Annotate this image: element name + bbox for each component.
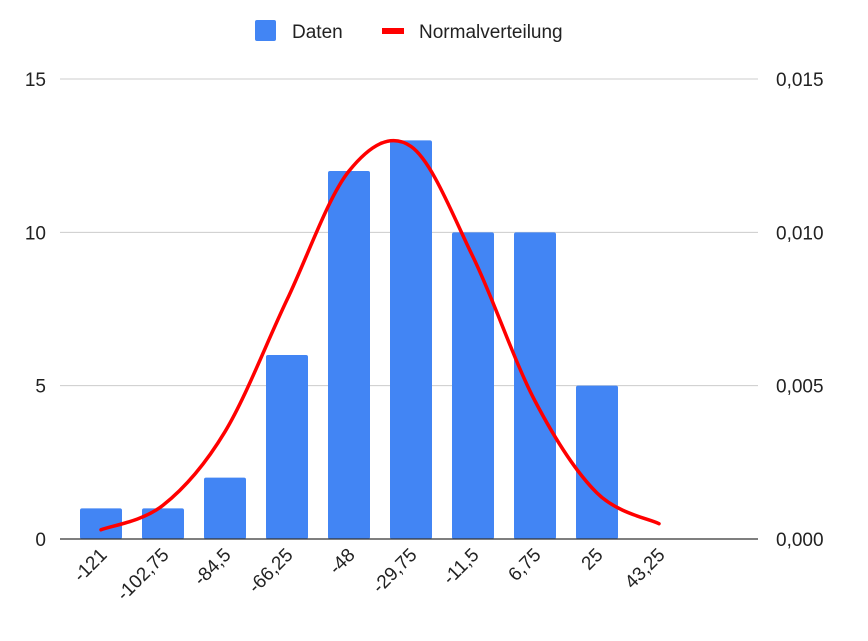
bar-series — [80, 140, 618, 540]
bar — [390, 140, 432, 540]
line-series — [99, 138, 661, 532]
bar — [452, 232, 494, 540]
bar — [204, 477, 246, 539]
y-right-tick-label: 0,005 — [776, 377, 824, 398]
legend-swatch-daten — [255, 20, 276, 41]
y-right-tick-label: 0,015 — [776, 70, 824, 91]
bar — [80, 508, 122, 539]
legend-label-daten: Daten — [292, 22, 343, 43]
bar — [576, 385, 618, 539]
x-tick-label: 43,25 — [621, 545, 669, 593]
bar — [142, 508, 184, 539]
x-tick-label: -121 — [70, 545, 112, 587]
x-tick-label: -48 — [325, 545, 359, 579]
y-right-tick-label: 0,010 — [776, 223, 824, 244]
y-right-tick-label: 0,000 — [776, 530, 824, 551]
bar — [328, 171, 370, 539]
y-left-tick-label: 15 — [25, 70, 46, 91]
x-tick-label: 6,75 — [505, 545, 546, 586]
x-tick-label: -66,25 — [245, 545, 298, 598]
x-tick-label: -102,75 — [113, 545, 173, 605]
legend-swatch-normalverteilung — [382, 28, 404, 34]
y-left-tick-label: 0 — [35, 530, 46, 551]
bar — [266, 355, 308, 539]
y-axis-right-labels: 0,000 0,005 0,010 0,015 — [776, 70, 824, 551]
normal-curve-line — [99, 138, 661, 532]
x-tick-label: -29,75 — [369, 545, 422, 598]
y-left-tick-label: 5 — [35, 377, 46, 398]
y-left-tick-label: 10 — [25, 223, 46, 244]
legend-label-normalverteilung: Normalverteilung — [419, 22, 563, 43]
x-tick-label: -84,5 — [190, 545, 235, 590]
legend: Daten Normalverteilung — [255, 20, 563, 43]
y-axis-left-labels: 0 5 10 15 — [25, 70, 46, 551]
x-tick-label: -11,5 — [439, 545, 483, 589]
x-tick-label: 25 — [578, 545, 608, 575]
x-axis-labels: -121 -102,75 -84,5 -66,25 -48 -29,75 -11,5 6,75… — [70, 545, 670, 605]
bar — [514, 232, 556, 540]
